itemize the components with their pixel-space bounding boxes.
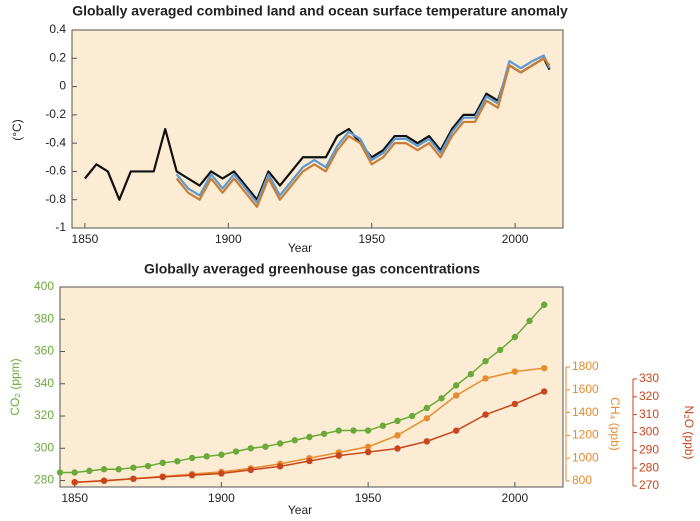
y-tick-label: 300 — [34, 440, 54, 454]
y-tick-label: 800 — [572, 473, 592, 487]
y-tick-label: 1400 — [572, 405, 599, 419]
y-tick-label: 380 — [34, 311, 54, 325]
y-axis-label: CH₄ (ppb) — [608, 397, 622, 451]
y-axis-label: (°C) — [10, 119, 24, 140]
y-tick-label: -0.6 — [45, 164, 66, 178]
y-tick-label: -1 — [55, 220, 66, 234]
y-tick-label: 290 — [639, 442, 659, 456]
y-tick-label: 270 — [639, 478, 659, 492]
y-tick-label: -0.8 — [45, 192, 66, 206]
series-line — [84, 57, 551, 201]
y-tick-label: 0.2 — [49, 50, 66, 64]
y-tick-label: 280 — [639, 460, 659, 474]
y-tick-label: 280 — [34, 473, 54, 487]
x-tick-label: 1900 — [208, 491, 235, 505]
y-tick-label: 0.4 — [49, 22, 66, 36]
chart-title: Globally averaged combined land and ocea… — [72, 3, 568, 19]
y-tick-label: 330 — [639, 371, 659, 385]
x-axis-label: Year — [288, 503, 312, 517]
chart-title: Globally averaged greenhouse gas concent… — [144, 261, 480, 277]
y-tick-label: 300 — [639, 425, 659, 439]
y-tick-label: 340 — [34, 376, 54, 390]
x-tick-label: 1850 — [72, 232, 99, 246]
y-tick-label: 320 — [639, 389, 659, 403]
data-point — [541, 388, 548, 395]
y-tick-label: 320 — [34, 408, 54, 422]
y-tick-label: 310 — [639, 407, 659, 421]
y-tick-label: 1200 — [572, 428, 599, 442]
y-tick-label: -0.2 — [45, 107, 66, 121]
y-tick-label: 1600 — [572, 382, 599, 396]
x-tick-label: 1850 — [61, 491, 88, 505]
series-line — [60, 304, 545, 474]
y-tick-label: 360 — [34, 344, 54, 358]
series-line — [74, 390, 545, 484]
y-tick-label: 400 — [34, 279, 54, 293]
plot-area — [59, 286, 564, 488]
y-axis-label: N₂O (ppb) — [682, 405, 696, 459]
y-tick-label: 1800 — [572, 359, 599, 373]
x-tick-label: 1900 — [215, 232, 242, 246]
series-line — [175, 54, 551, 204]
plot-area — [71, 29, 564, 229]
x-axis-label: Year — [288, 241, 312, 255]
y-tick-label: 0 — [59, 79, 66, 93]
series-line — [175, 57, 551, 208]
x-tick-label: 2000 — [502, 232, 529, 246]
y-axis-label: CO₂ (ppm) — [8, 358, 22, 415]
x-tick-label: 2000 — [502, 491, 529, 505]
x-tick-label: 1950 — [355, 491, 382, 505]
y-tick-label: -0.4 — [45, 135, 66, 149]
y-tick-label: 1000 — [572, 450, 599, 464]
x-tick-label: 1950 — [358, 232, 385, 246]
